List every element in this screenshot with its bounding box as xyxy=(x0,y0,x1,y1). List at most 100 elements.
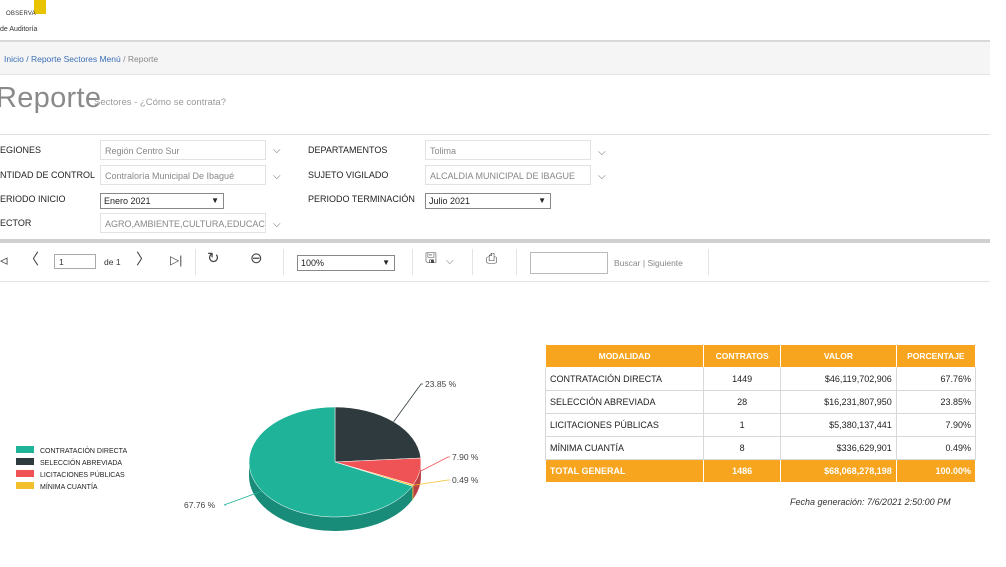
toolbar-divider xyxy=(0,239,990,243)
breadcrumb-separator: / xyxy=(26,54,29,64)
cell-modalidad: LICITACIONES PÚBLICAS xyxy=(544,413,705,437)
save-icon[interactable]: 🖫 xyxy=(425,250,437,266)
cell-contratos: 1 xyxy=(703,413,782,437)
find-next-button[interactable]: Siguiente xyxy=(647,258,683,268)
logo-mark xyxy=(34,0,46,14)
pie-slice-side xyxy=(413,462,421,499)
chevron-down-icon[interactable]: ⌵ xyxy=(598,171,606,182)
find-input[interactable] xyxy=(530,252,608,274)
periodo-fin-select[interactable]: Julio 2021 ▼ xyxy=(425,193,551,209)
toolbar-separator xyxy=(195,249,196,275)
pie-slice xyxy=(248,406,413,518)
cell-total-contratos: 1486 xyxy=(703,459,782,483)
cell-total-label: TOTAL GENERAL xyxy=(544,459,705,483)
cell-modalidad: MÍNIMA CUANTÍA xyxy=(544,436,705,460)
pie-slice-side xyxy=(412,484,414,501)
section-divider xyxy=(0,134,990,135)
page-count-label: de 1 xyxy=(104,257,121,267)
breadcrumb: Inicio / Reporte Sectores Menú / Reporte xyxy=(4,54,158,64)
page-number-input[interactable]: 1 xyxy=(54,254,96,269)
print-icon[interactable]: ⎙ xyxy=(486,250,498,266)
pie-leader-line xyxy=(393,383,423,422)
first-page-icon[interactable]: ◃ xyxy=(0,252,8,269)
chevron-down-icon: ▼ xyxy=(538,196,546,205)
toolbar-separator xyxy=(283,249,284,275)
cell-contratos: 1449 xyxy=(703,367,782,391)
cell-porcentaje: 0.49% xyxy=(895,436,977,460)
breadcrumb-home-link[interactable]: Inicio xyxy=(4,54,24,64)
last-page-icon[interactable]: ▷| xyxy=(170,253,183,267)
chevron-down-icon[interactable]: ⌵ xyxy=(273,145,281,156)
pie-data-label: 23.85 % xyxy=(425,379,457,389)
next-page-icon[interactable]: 〉 xyxy=(136,251,152,268)
legend-swatch xyxy=(16,446,34,453)
page-subtitle: Sectores - ¿Cómo se contrata? xyxy=(94,97,226,108)
cell-porcentaje: 7.90% xyxy=(895,413,977,437)
logo: OBSERVA de Auditoría xyxy=(0,0,46,40)
zoom-select[interactable]: 100% ▼ xyxy=(297,255,395,271)
find-separator: | xyxy=(642,258,646,268)
data-table: MODALIDAD CONTRATOS VALOR PORCENTAJE CON… xyxy=(544,344,977,483)
sector-field[interactable]: AGRO,AMBIENTE,CULTURA,EDUCACION xyxy=(100,213,266,233)
generation-date: Fecha generación: 7/6/2021 2:50:00 PM xyxy=(790,497,951,507)
table-total-row: TOTAL GENERAL 1486 $68,068,278,198 100.0… xyxy=(544,459,977,483)
header-divider xyxy=(0,40,990,42)
periodo-inicio-value: Enero 2021 xyxy=(104,196,151,206)
cell-valor: $46,119,702,906 xyxy=(780,367,897,391)
cell-total-valor: $68,068,278,198 xyxy=(780,459,897,483)
legend-swatch xyxy=(16,458,34,465)
cell-contratos: 28 xyxy=(703,390,782,414)
departamentos-label: DEPARTAMENTOS xyxy=(308,145,388,155)
regiones-label: EGIONES xyxy=(0,145,42,155)
toolbar-separator xyxy=(708,249,709,275)
chevron-down-icon: ▼ xyxy=(211,196,219,205)
column-header-contratos: CONTRATOS xyxy=(703,344,782,368)
toolbar-bottom-divider xyxy=(0,281,990,282)
chevron-down-icon[interactable]: ⌵ xyxy=(273,171,281,182)
periodo-inicio-select[interactable]: Enero 2021 ▼ xyxy=(100,193,224,209)
chevron-down-icon[interactable]: ⌵ xyxy=(273,219,281,230)
cell-valor: $16,231,807,950 xyxy=(780,390,897,414)
regiones-field[interactable]: Región Centro Sur xyxy=(100,140,266,160)
table-header-row: MODALIDAD CONTRATOS VALOR PORCENTAJE xyxy=(544,344,977,368)
periodo-fin-label: PERIODO TERMINACIÓN xyxy=(308,194,415,204)
pie-data-label: 0.49 % xyxy=(452,475,479,485)
table-row: CONTRATACIÓN DIRECTA 1449 $46,119,702,90… xyxy=(544,367,977,391)
periodo-fin-value: Julio 2021 xyxy=(429,196,471,206)
pie-slice-side xyxy=(249,462,413,531)
pie-leader-line xyxy=(223,490,263,506)
legend-swatch xyxy=(16,482,34,489)
sujeto-field[interactable]: ALCALDIA MUNICIPAL DE IBAGUE xyxy=(425,165,591,185)
entidad-field[interactable]: Contraloría Municipal De Ibagué xyxy=(100,165,266,185)
find-button[interactable]: Buscar xyxy=(614,258,641,268)
back-icon[interactable]: ⊖ xyxy=(250,250,263,267)
departamentos-field[interactable]: Tolima xyxy=(425,140,591,160)
column-header-valor: VALOR xyxy=(780,344,897,368)
chevron-down-icon[interactable]: ⌵ xyxy=(598,147,606,158)
toolbar-separator xyxy=(472,249,473,275)
cell-modalidad: SELECCIÓN ABREVIADA xyxy=(544,390,705,414)
pie-leader-line xyxy=(412,479,450,486)
zoom-value: 100% xyxy=(301,258,325,268)
find-controls: Buscar | Siguiente xyxy=(614,258,683,268)
chevron-down-icon: ▼ xyxy=(382,258,390,267)
cell-porcentaje: 67.76% xyxy=(895,367,977,391)
table-row: LICITACIONES PÚBLICAS 1 $5,380,137,441 7… xyxy=(544,413,977,437)
periodo-inicio-label: ERIODO INICIO xyxy=(0,194,66,204)
refresh-icon[interactable]: ↻ xyxy=(207,250,220,267)
chevron-down-icon[interactable]: ⌵ xyxy=(446,256,454,267)
cell-valor: $5,380,137,441 xyxy=(780,413,897,437)
table-row: SELECCIÓN ABREVIADA 28 $16,231,807,950 2… xyxy=(544,390,977,414)
logo-text-bottom: de Auditoría xyxy=(0,26,38,33)
sector-label: ECTOR xyxy=(0,218,32,228)
legend-label: MÍNIMA CUANTÍA xyxy=(40,482,98,491)
pie-data-label: 7.90 % xyxy=(452,452,479,462)
pie-slices xyxy=(248,406,422,531)
legend-label: CONTRATACIÓN DIRECTA xyxy=(40,446,127,455)
breadcrumb-menu-link[interactable]: Reporte Sectores Menú xyxy=(30,54,121,64)
page-title: Reporte xyxy=(0,82,102,114)
previous-page-icon[interactable]: 〈 xyxy=(24,251,40,268)
chart-legend: CONTRATACIÓN DIRECTA SELECCIÓN ABREVIADA L… xyxy=(16,446,127,491)
cell-total-porcentaje: 100.00% xyxy=(895,459,977,483)
table-row: MÍNIMA CUANTÍA 8 $336,629,901 0.49% xyxy=(544,436,977,460)
